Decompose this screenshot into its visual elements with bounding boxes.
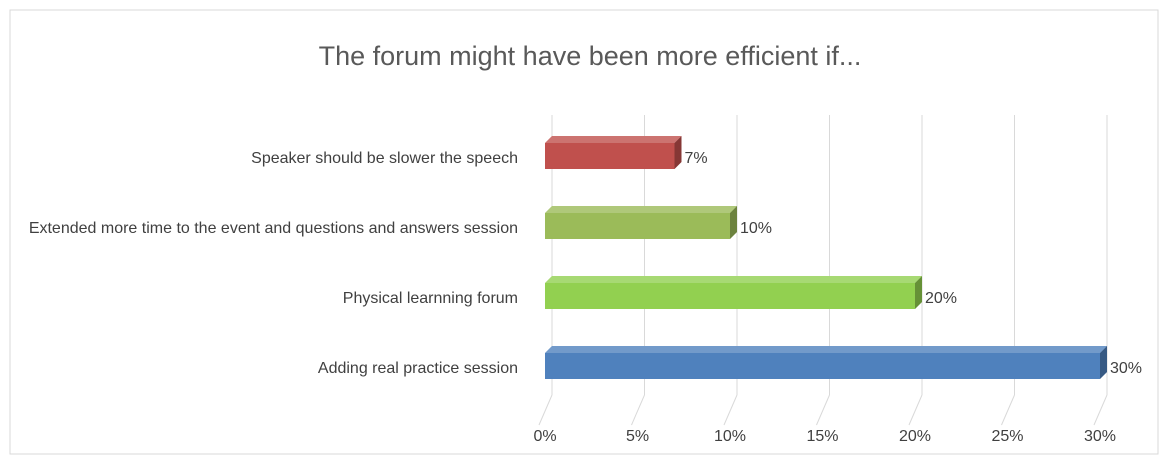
bar (545, 213, 730, 239)
bar-side (730, 206, 737, 239)
grid-floor-line (816, 394, 830, 426)
bar (545, 283, 915, 309)
x-tick-label: 10% (714, 428, 746, 445)
y-tick-label: Adding real practice session (317, 360, 518, 377)
grid-floor-line (631, 394, 645, 426)
bar-top (545, 276, 922, 283)
bar-top (545, 206, 737, 213)
x-tick-label: 25% (991, 428, 1023, 445)
grid-floor-line (908, 394, 923, 426)
bar-side-shade (730, 206, 737, 239)
bar-side (1100, 346, 1107, 379)
x-tick-label: 5% (626, 428, 649, 445)
data-label: 20% (925, 290, 957, 307)
chart-title: The forum might have been more efficient… (319, 41, 862, 71)
x-tick-label: 20% (899, 428, 931, 445)
grid-floor-line (1093, 394, 1108, 426)
bar-top-shade (545, 136, 682, 143)
y-tick-label: Extended more time to the event and ques… (28, 220, 518, 237)
bar-side (674, 136, 682, 169)
grid-floor-line (538, 394, 553, 426)
bar-side-shade (674, 136, 682, 169)
bar-top (545, 136, 682, 143)
bar-top (545, 346, 1107, 353)
bar-side-shade (1100, 346, 1107, 379)
bar-side-shade (915, 276, 922, 309)
bar-top-shade (545, 206, 737, 213)
grid-floor-line (723, 394, 738, 426)
x-tick-label: 30% (1084, 428, 1116, 445)
data-label: 30% (1110, 360, 1142, 377)
bar-top-shade (545, 276, 922, 283)
bar (545, 143, 675, 169)
data-label: 7% (685, 150, 708, 167)
x-tick-label: 0% (533, 428, 556, 445)
bar (545, 353, 1100, 379)
y-tick-label: Physical learnning forum (342, 290, 518, 307)
x-tick-label: 15% (806, 428, 838, 445)
bar-side (915, 276, 922, 309)
grid-floor-line (1001, 394, 1015, 426)
bar-top-shade (545, 346, 1107, 353)
data-label: 10% (740, 220, 772, 237)
y-tick-label: Speaker should be slower the speech (251, 150, 518, 167)
